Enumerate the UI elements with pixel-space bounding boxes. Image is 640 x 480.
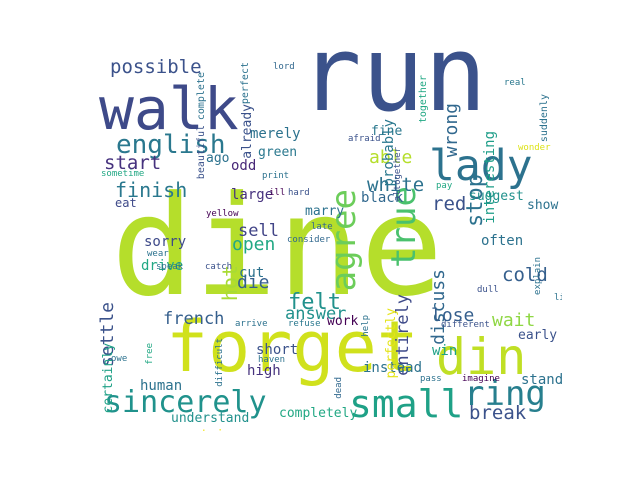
word-explain: explain	[533, 257, 543, 295]
word-complete: complete	[196, 72, 207, 121]
word-open: open	[232, 234, 276, 255]
word-work: work	[327, 314, 359, 329]
word-black: black	[361, 190, 404, 206]
word-green: green	[258, 145, 298, 160]
word-arrive: arrive	[235, 319, 268, 329]
word-red: red	[432, 193, 467, 215]
word-drive: drive	[141, 258, 184, 274]
word-haven: haven	[258, 355, 286, 365]
word-pay: pay	[436, 181, 453, 191]
word-afraid: afraid	[348, 134, 381, 144]
word-hard: hard	[288, 188, 310, 198]
word-wait: wait	[492, 310, 536, 331]
word-forget: forget	[166, 306, 419, 388]
word-eat: eat	[115, 196, 137, 210]
word-real: real	[504, 78, 526, 88]
word-odd: odd	[231, 158, 257, 174]
word-break: break	[469, 402, 527, 424]
word-din: din	[436, 328, 527, 386]
word-sometime: sometime	[101, 169, 145, 179]
word-stand: stand	[521, 372, 562, 388]
word-sincerely: sincerely	[104, 385, 267, 420]
word-white: white	[367, 174, 425, 196]
word-together: together	[418, 75, 429, 124]
word-ill: ill	[269, 188, 286, 198]
word-free: free	[145, 343, 155, 365]
word-ago: ago	[206, 151, 230, 166]
word-perfectly: perfectly	[384, 308, 399, 379]
word-sell: sell	[238, 221, 279, 241]
word-dead: dead	[334, 377, 344, 399]
word-fine: fine	[371, 124, 403, 139]
word-completely: completely	[279, 406, 358, 421]
word-yellow: yellow	[206, 209, 239, 219]
word-run: run	[299, 50, 487, 135]
word-french: french	[163, 309, 225, 329]
word-consider: consider	[287, 235, 331, 245]
word-beautiful: beautiful	[196, 125, 207, 180]
word-interesting: interesting	[482, 131, 498, 224]
word-print: print	[262, 171, 290, 181]
word-english: english	[116, 130, 226, 160]
word-perfect: perfect	[240, 62, 251, 105]
word-lady: lady	[429, 141, 533, 191]
word-able: able	[369, 147, 413, 168]
word-walk: walk	[99, 75, 239, 143]
word-certain: certain	[177, 429, 232, 431]
word-sorry: sorry	[144, 234, 187, 250]
word-possible: possible	[110, 56, 202, 78]
word-imagine: imagine	[462, 374, 500, 384]
word-cloud: dine run forget walk din small sincerely…	[99, 50, 562, 431]
word-help: help	[361, 315, 371, 337]
word-ring: ring	[464, 374, 546, 414]
word-early: early	[518, 328, 558, 343]
word-altogether: altogether	[393, 147, 403, 202]
word-start: start	[104, 152, 162, 174]
word-suddenly: suddenly	[539, 94, 550, 143]
word-high: high	[247, 363, 281, 379]
word-understand: understand	[171, 411, 250, 426]
word-short: short	[256, 342, 299, 358]
word-speak: speak	[156, 262, 184, 272]
word-suggest: suggest	[469, 189, 524, 204]
word-human: human	[140, 378, 183, 394]
word-cut: cut	[239, 265, 265, 281]
word-small: small	[349, 382, 464, 426]
word-catch: catch	[205, 262, 233, 272]
word-wear: wear	[147, 249, 169, 259]
word-finish: finish	[115, 178, 188, 202]
word-pass: pass	[420, 374, 442, 384]
word-often: often	[481, 233, 524, 249]
word-lord: lord	[273, 62, 295, 72]
word-wrong: wrong	[441, 103, 462, 158]
word-lose: lose	[431, 305, 475, 326]
word-merely: merely	[250, 126, 301, 142]
word-dine: dine	[111, 166, 444, 327]
word-late: late	[311, 222, 333, 232]
word-marry: marry	[305, 204, 345, 219]
word-die: die	[237, 272, 270, 293]
word-felt: felt	[288, 290, 341, 315]
word-show: show	[527, 198, 559, 213]
word-dull: dull	[477, 285, 499, 295]
word-win: win	[432, 343, 458, 359]
word-answer: answer	[285, 304, 347, 324]
word-instead: instead	[363, 360, 423, 376]
word-owe: owe	[111, 354, 128, 364]
word-different: different	[441, 320, 490, 330]
word-wonder: wonder	[518, 143, 551, 153]
word-cold: cold	[502, 264, 548, 286]
word-refuse: refuse	[288, 319, 321, 329]
word-lie: lie	[554, 293, 562, 303]
word-difficult: difficult	[215, 338, 225, 387]
word-large: large	[231, 187, 274, 203]
